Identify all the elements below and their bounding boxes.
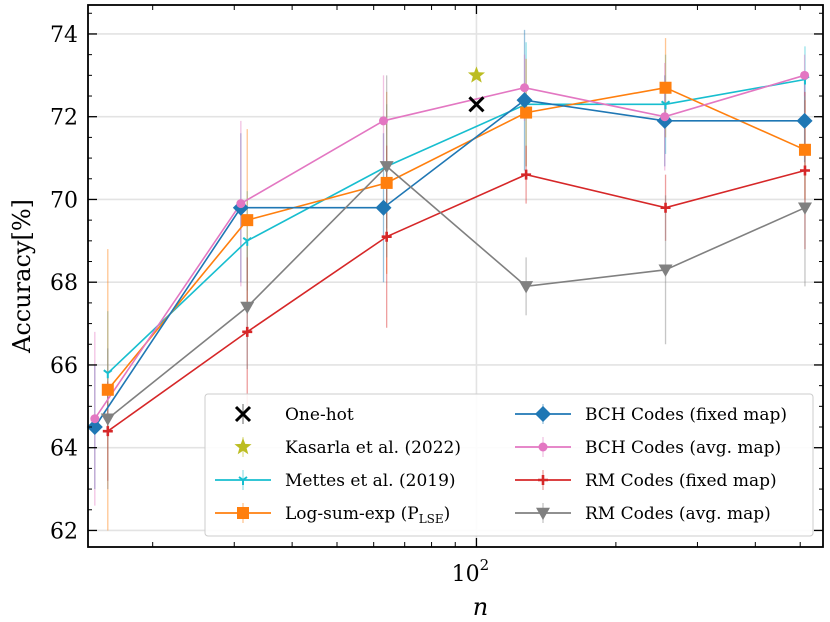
legend: One-hot Kasarla et al. (2022) Mettes et al… xyxy=(204,393,814,537)
legend-box xyxy=(204,393,814,537)
bch-codes-fixed-map-point xyxy=(516,92,533,109)
rm-codes-avg-map-line xyxy=(107,165,806,420)
rm-codes-fixed-map-point xyxy=(102,426,113,437)
rm-codes-fixed-map-point xyxy=(381,231,392,242)
log-sum-exp-p-lse-line xyxy=(107,86,806,391)
bch-codes-avg-map-point xyxy=(236,199,246,209)
rm-codes-avg-map-point xyxy=(797,202,812,215)
y-tick-labels: 62 64 66 68 70 72 74 xyxy=(50,23,78,544)
rm-codes-fixed-map-point xyxy=(799,165,810,176)
bch-codes-avg-map-point xyxy=(520,83,530,93)
legend-label-rm-codes-fixed-map: RM Codes (fixed map) xyxy=(585,471,777,491)
bch-codes-avg-map-point xyxy=(379,116,389,126)
x-axis-label: n xyxy=(473,593,488,621)
rm-codes-fixed-map-point xyxy=(521,169,532,180)
rm-codes-avg-map-point xyxy=(658,264,673,277)
legend-label-rm-codes-avg-map: RM Codes (avg. map) xyxy=(585,504,771,524)
one-hot-point xyxy=(468,96,485,113)
x-tick-label: 102 xyxy=(452,556,490,587)
axis-ticks xyxy=(88,5,823,547)
x-tick-exponent: 2 xyxy=(480,556,490,574)
legend-label-end: ) xyxy=(444,504,451,524)
rm-codes-avg-map-point xyxy=(100,413,115,426)
legend-label-sub: LSE xyxy=(419,512,444,526)
log-sum-exp-p-lse-point xyxy=(798,143,811,156)
legend-marker-mettes-et-al-2019 xyxy=(238,476,248,485)
bch-codes-avg-map-point xyxy=(660,112,670,122)
y-tick-label: 64 xyxy=(50,437,78,462)
y-tick-label: 68 xyxy=(50,271,78,296)
y-tick-label: 66 xyxy=(50,354,78,379)
mettes-et-al-2019-line xyxy=(107,78,806,374)
legend-marker-bch-codes-fixed-map xyxy=(535,406,551,422)
legend-marker-bch-codes-avg-map xyxy=(538,442,548,452)
log-sum-exp-p-lse-point xyxy=(659,81,672,94)
bch-codes-fixed-map-point xyxy=(375,199,392,216)
bch-codes-fixed-map-point xyxy=(796,112,813,129)
mettes-et-al-2019-point xyxy=(242,237,252,246)
y-axis-label: Accuracy[%] xyxy=(8,199,36,354)
legend-marker-log-sum-exp-p-lse xyxy=(237,507,249,519)
bch-codes-fixed-map-point xyxy=(86,419,103,436)
legend-marker-kasarla-et-al-2022 xyxy=(234,438,252,455)
bch-codes-fixed-map-line xyxy=(94,99,805,428)
series-lines xyxy=(94,74,806,432)
rm-codes-avg-map-point xyxy=(379,161,394,174)
y-tick-label: 74 xyxy=(50,23,78,48)
bch-codes-avg-map-line xyxy=(94,74,805,420)
mettes-et-al-2019-point xyxy=(103,369,113,379)
y-tick-label: 72 xyxy=(50,106,78,131)
legend-marker-rm-codes-avg-map xyxy=(536,507,550,520)
mettes-et-al-2019-point xyxy=(660,100,671,110)
rm-codes-avg-map-point xyxy=(240,301,255,315)
kasarla-et-al-2022-point xyxy=(467,66,486,83)
log-sum-exp-p-lse-point xyxy=(380,176,393,189)
log-sum-exp-p-lse-point xyxy=(241,214,254,227)
log-sum-exp-p-lse-point xyxy=(520,106,533,119)
log-sum-exp-p-lse-point xyxy=(101,383,114,396)
rm-codes-fixed-map-point xyxy=(660,202,671,213)
legend-label-bch-codes-fixed-map: BCH Codes (fixed map) xyxy=(585,405,787,425)
legend-label-bch-codes-avg-map: BCH Codes (avg. map) xyxy=(585,438,781,458)
rm-codes-fixed-map-point xyxy=(242,326,253,337)
legend-label-kasarla-et-al-2022: Kasarla et al. (2022) xyxy=(285,438,461,458)
legend-label-log-sum-exp-p-lse: Log-sum-exp (PLSE) xyxy=(285,504,450,526)
rm-codes-fixed-map-line xyxy=(107,169,806,432)
legend-marker-rm-codes-fixed-map xyxy=(538,475,548,485)
legend-label-one-hot: One-hot xyxy=(285,405,354,425)
bch-codes-avg-map-point xyxy=(90,414,100,424)
y-tick-label: 70 xyxy=(50,188,78,213)
x-tick-labels: 102 xyxy=(452,556,490,587)
legend-label-main: Log-sum-exp (P xyxy=(285,504,419,524)
legend-marker-one-hot xyxy=(234,405,252,423)
y-tick-label: 62 xyxy=(50,519,78,544)
bch-codes-avg-map-point xyxy=(800,70,810,80)
legend-label-mettes-et-al-2019: Mettes et al. (2019) xyxy=(285,471,456,491)
data-markers xyxy=(86,66,813,437)
rm-codes-avg-map-point xyxy=(519,281,534,294)
